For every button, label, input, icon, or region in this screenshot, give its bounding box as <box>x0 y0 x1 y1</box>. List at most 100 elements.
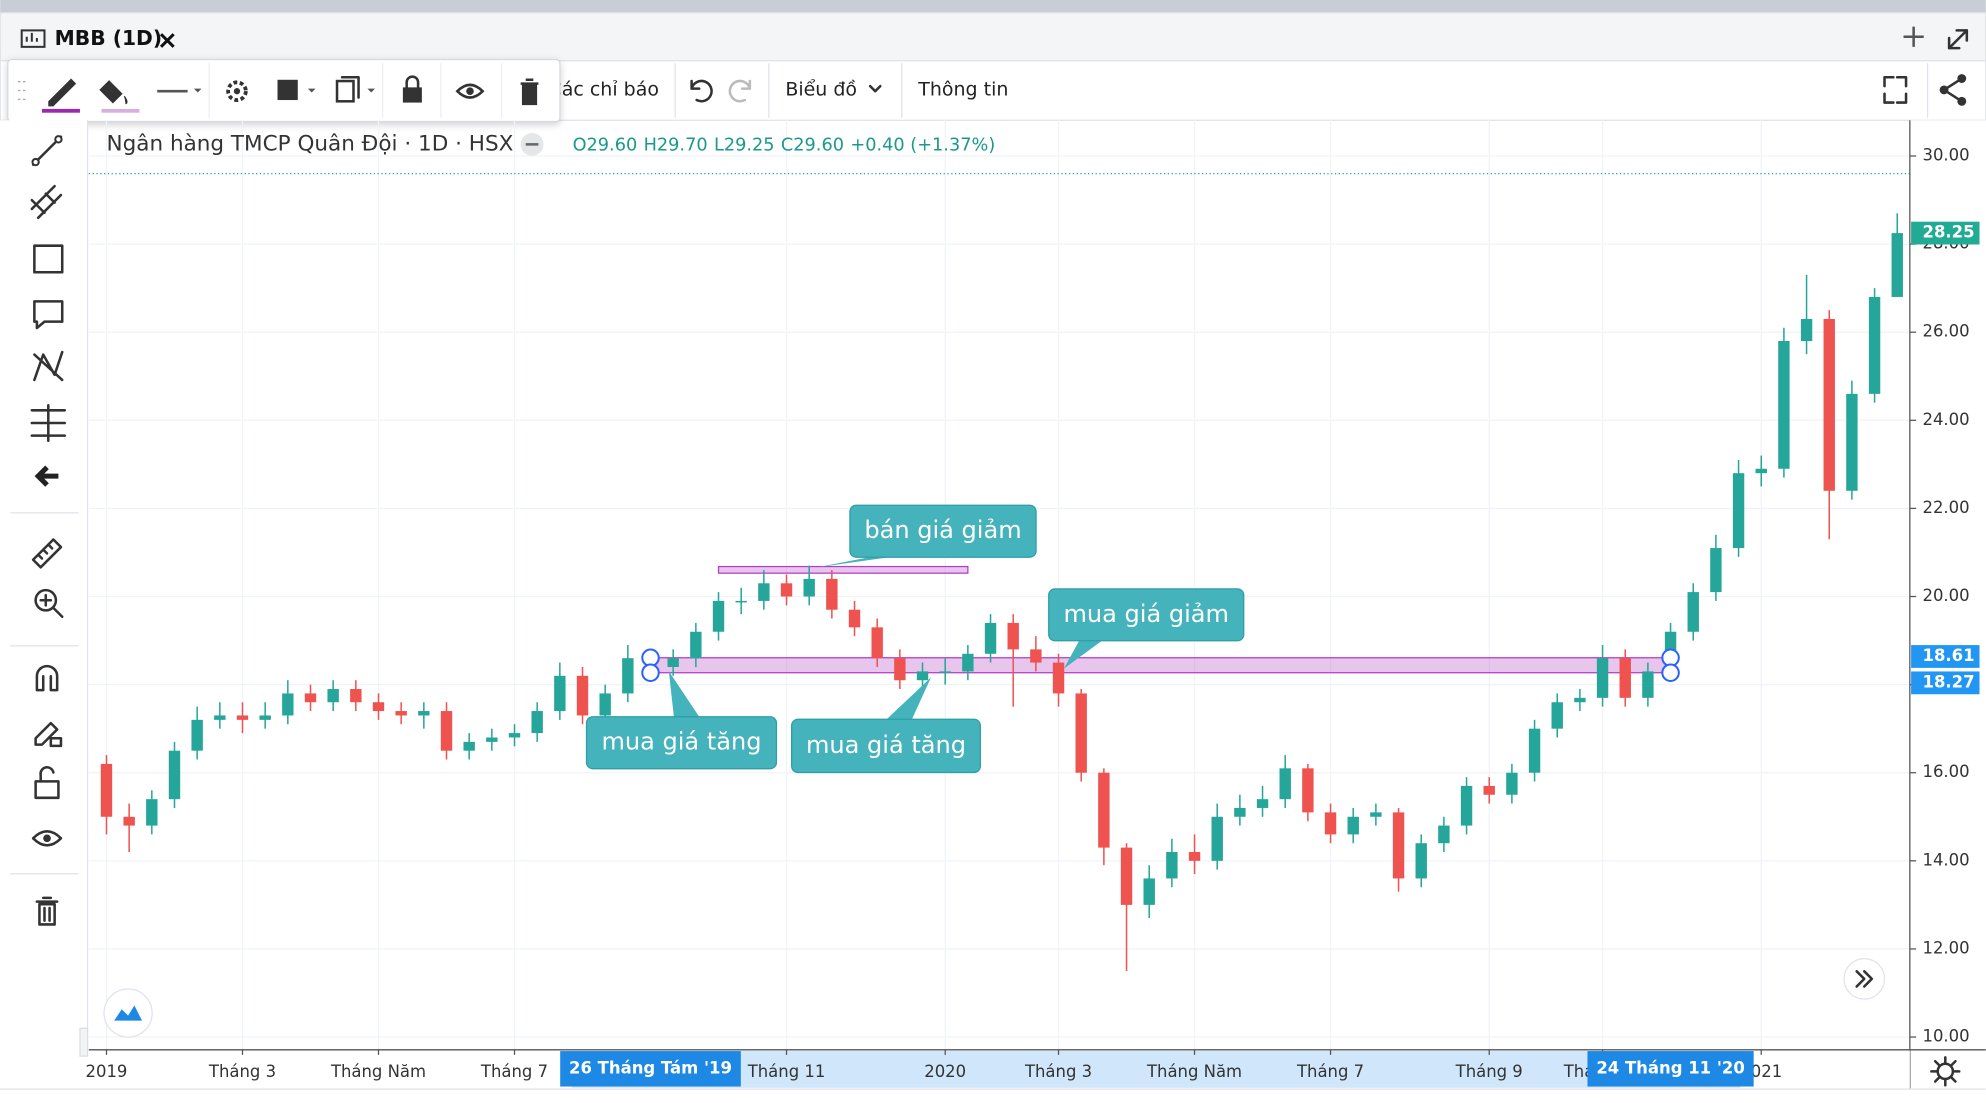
expand-window[interactable] <box>1947 29 1969 50</box>
rectangle-drawing <box>717 565 969 574</box>
price-tag-label: 28.25 <box>1923 223 1975 242</box>
add-tab[interactable] <box>1903 26 1924 47</box>
candle-body <box>1596 658 1609 698</box>
candle-body <box>871 627 883 659</box>
candle-body <box>531 711 543 734</box>
candle-body <box>667 658 679 667</box>
candle-body <box>1687 592 1699 632</box>
candle-body <box>1256 799 1269 808</box>
candle-body <box>1528 728 1541 773</box>
candle-body <box>395 711 407 716</box>
x-tick-label: 2020 <box>924 1062 966 1081</box>
price-axis <box>1909 120 1986 1049</box>
indicators-button[interactable]: Các chỉ báo <box>549 78 659 100</box>
collapse-tab[interactable] <box>79 1027 89 1057</box>
x-tick-label: Tháng Năm <box>1146 1062 1242 1081</box>
time-range-highlight <box>571 1051 1741 1088</box>
candle-body <box>780 583 793 597</box>
candle-body <box>1166 852 1178 879</box>
crosshair-label: 26 Tháng Tám '19 <box>569 1058 732 1077</box>
candle-body <box>1642 671 1654 698</box>
y-tick-label: 30.00 <box>1923 145 1970 164</box>
candle-body <box>1868 296 1881 394</box>
price-tag <box>1911 671 1980 695</box>
symbol-tab[interactable]: MBB (1D) <box>55 26 162 50</box>
plot-area <box>100 213 1903 971</box>
settings[interactable] <box>1930 1056 1961 1087</box>
info-menu[interactable]: Thông tin <box>917 78 1008 100</box>
rectangle-drawing <box>649 657 1672 674</box>
candle-body <box>1098 772 1110 848</box>
ohlc-value: H29.70 <box>644 136 708 156</box>
share[interactable] <box>1939 74 1967 106</box>
candle-body <box>1574 697 1586 703</box>
candle-body <box>622 658 634 694</box>
candle-body <box>1188 852 1201 861</box>
ohlc-value: +0.40 (+1.37%) <box>850 136 995 156</box>
floating-toolbar <box>7 58 561 123</box>
candle-body <box>1392 812 1405 879</box>
price-tag <box>1911 221 1980 245</box>
candle-body <box>1324 812 1337 835</box>
candle-body <box>1619 658 1631 698</box>
y-tick-label: 26.00 <box>1923 322 1970 341</box>
candle-body <box>372 702 385 712</box>
candle-body <box>146 799 158 826</box>
candle-body <box>259 715 271 720</box>
candle-body <box>712 600 725 632</box>
y-tick-label: 16.00 <box>1923 762 1970 781</box>
candle-body <box>463 741 475 751</box>
callout-box <box>849 504 1037 558</box>
hide-legend[interactable] <box>520 132 544 156</box>
crosshair-label: 24 Tháng 11 '20 <box>1596 1058 1744 1077</box>
candle-body <box>1438 825 1450 844</box>
candle-body <box>1460 785 1473 826</box>
y-tick-label: 12.00 <box>1923 938 1970 957</box>
candle-body <box>418 711 430 716</box>
drawing-handle <box>641 663 660 682</box>
redo[interactable] <box>728 79 752 103</box>
scroll-to-end[interactable] <box>1843 958 1886 1000</box>
candle-body <box>894 658 906 681</box>
x-tick-label: 2019 <box>86 1062 128 1081</box>
candle-body <box>350 689 362 703</box>
close-tab[interactable] <box>159 33 175 48</box>
x-tick-label: Tháng 9 <box>1455 1062 1523 1081</box>
candle-body <box>554 675 566 712</box>
candle-body <box>1211 816 1223 861</box>
series-title: Ngân hàng TMCP Quân Đội · 1D · HSX <box>107 131 514 156</box>
candle-body <box>1120 847 1133 905</box>
candle-body <box>1052 662 1065 694</box>
candle-body <box>1710 548 1722 593</box>
y-tick-label: 22.00 <box>1923 498 1970 517</box>
candle-body <box>1234 807 1246 817</box>
crosshair-label-box <box>1587 1051 1754 1087</box>
candle-body <box>1347 816 1359 835</box>
candle-body <box>1778 341 1790 469</box>
callout-text: mua giá tăng <box>601 728 761 756</box>
candle-body <box>1075 693 1087 773</box>
candle-body <box>123 816 135 826</box>
callout-box <box>791 718 981 774</box>
candle-body <box>1846 393 1858 491</box>
callout-text: mua giá giảm <box>1063 600 1228 628</box>
x-tick-label: Tháng Năm <box>330 1062 426 1081</box>
candle-body <box>848 609 861 628</box>
candle-body <box>1415 843 1427 879</box>
candle-body <box>1551 702 1563 729</box>
ohlc-value: L29.25 <box>714 136 775 156</box>
x-tick-label: Tháng 7 <box>1296 1062 1364 1081</box>
chart-menu[interactable]: Biểu đồ <box>785 78 857 100</box>
candle-body <box>803 578 815 597</box>
candle-body <box>758 583 770 601</box>
crosshair-label-box <box>560 1051 741 1087</box>
undo[interactable] <box>690 79 713 103</box>
x-tick-label: Tháng 3 <box>208 1062 276 1081</box>
x-tick-label: Tháng 11 <box>747 1062 826 1081</box>
price-tag <box>1911 645 1980 668</box>
chevron <box>868 84 882 93</box>
candle-body <box>1800 318 1813 342</box>
fullscreen[interactable] <box>1883 75 1908 104</box>
candle-body <box>916 671 929 681</box>
